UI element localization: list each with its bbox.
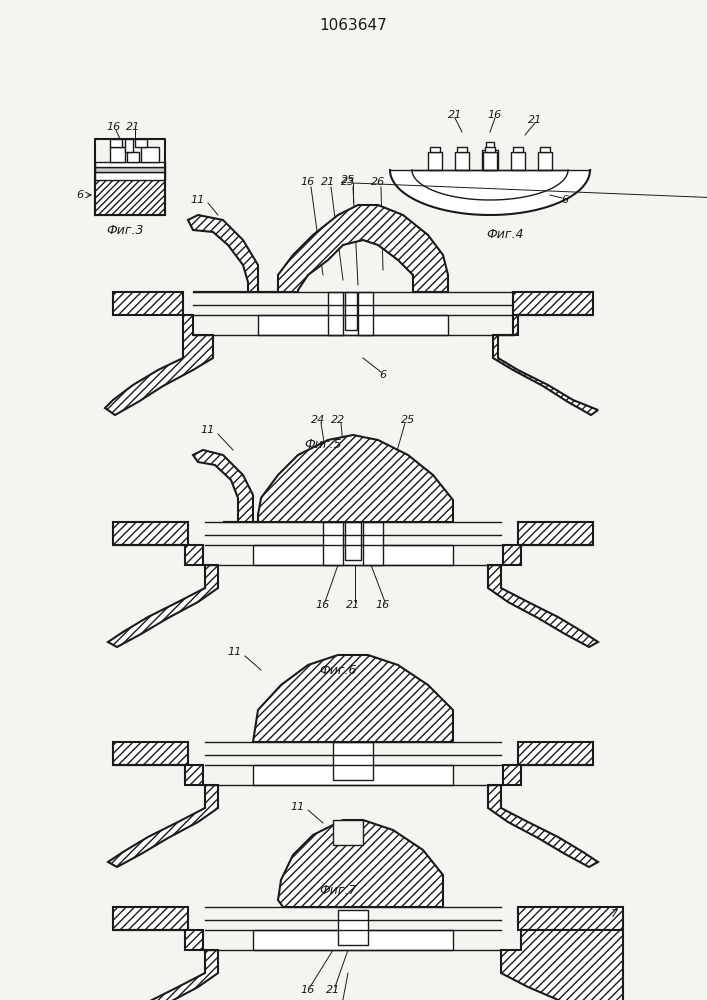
Bar bbox=[455, 152, 469, 170]
Bar bbox=[125, 139, 133, 152]
Text: 24: 24 bbox=[311, 415, 325, 425]
Text: 6: 6 bbox=[561, 195, 568, 205]
Bar bbox=[428, 152, 442, 170]
Text: Фиг.6: Фиг.6 bbox=[320, 664, 357, 676]
Polygon shape bbox=[253, 435, 453, 522]
Text: 25: 25 bbox=[401, 415, 415, 425]
Polygon shape bbox=[488, 765, 598, 867]
Text: Фиг.4: Фиг.4 bbox=[486, 229, 524, 241]
Text: 16: 16 bbox=[376, 600, 390, 610]
Bar bbox=[358, 292, 373, 335]
Bar bbox=[110, 139, 122, 147]
Polygon shape bbox=[493, 315, 598, 415]
Bar bbox=[328, 292, 343, 335]
Text: 26: 26 bbox=[371, 177, 385, 187]
Bar bbox=[430, 147, 440, 152]
Bar bbox=[333, 742, 373, 780]
Polygon shape bbox=[518, 742, 593, 765]
Bar bbox=[323, 522, 343, 565]
Polygon shape bbox=[113, 742, 188, 765]
Polygon shape bbox=[193, 450, 253, 522]
Text: 7: 7 bbox=[611, 909, 618, 919]
Bar bbox=[538, 152, 552, 170]
Bar bbox=[363, 522, 383, 565]
Polygon shape bbox=[390, 170, 590, 215]
Text: 1063647: 1063647 bbox=[319, 17, 387, 32]
Text: 11: 11 bbox=[228, 647, 242, 657]
Polygon shape bbox=[501, 930, 623, 1000]
Bar bbox=[345, 522, 361, 560]
Polygon shape bbox=[518, 907, 623, 930]
Text: 16: 16 bbox=[301, 985, 315, 995]
Bar bbox=[253, 545, 453, 565]
Bar bbox=[141, 147, 159, 162]
Polygon shape bbox=[108, 765, 218, 867]
Polygon shape bbox=[95, 180, 165, 215]
Polygon shape bbox=[188, 215, 258, 292]
Polygon shape bbox=[518, 522, 593, 545]
Bar bbox=[127, 152, 139, 162]
Bar bbox=[457, 147, 467, 152]
Bar bbox=[483, 152, 497, 170]
Text: 11: 11 bbox=[191, 195, 205, 205]
Text: 25: 25 bbox=[341, 175, 355, 185]
Text: Фиг.3: Фиг.3 bbox=[106, 224, 144, 236]
Polygon shape bbox=[253, 655, 453, 742]
Text: 6: 6 bbox=[380, 370, 387, 380]
Polygon shape bbox=[278, 820, 443, 907]
Text: 21: 21 bbox=[346, 600, 360, 610]
Bar bbox=[95, 162, 165, 167]
Polygon shape bbox=[108, 930, 218, 1000]
Text: 11: 11 bbox=[201, 425, 215, 435]
Text: Фиг.5: Фиг.5 bbox=[304, 438, 341, 452]
Bar bbox=[511, 152, 525, 170]
Bar bbox=[253, 930, 453, 950]
Bar bbox=[95, 167, 165, 172]
Polygon shape bbox=[513, 292, 593, 315]
Bar bbox=[333, 820, 363, 845]
Bar bbox=[485, 147, 495, 152]
Polygon shape bbox=[105, 292, 213, 415]
Bar bbox=[513, 147, 523, 152]
Bar bbox=[258, 315, 448, 335]
Bar bbox=[95, 172, 165, 180]
Bar bbox=[540, 147, 550, 152]
Polygon shape bbox=[113, 907, 188, 930]
Bar bbox=[338, 910, 368, 945]
Polygon shape bbox=[108, 545, 218, 647]
Bar bbox=[253, 765, 453, 785]
Text: 21: 21 bbox=[528, 115, 542, 125]
Text: 22: 22 bbox=[331, 415, 345, 425]
Bar bbox=[486, 142, 494, 150]
Text: 16: 16 bbox=[488, 110, 502, 120]
Text: 16: 16 bbox=[316, 600, 330, 610]
Text: 21: 21 bbox=[326, 985, 340, 995]
Text: 11: 11 bbox=[291, 802, 305, 812]
Text: Фиг.7: Фиг.7 bbox=[320, 884, 357, 896]
Text: 21: 21 bbox=[448, 110, 462, 120]
Bar bbox=[482, 150, 498, 170]
Polygon shape bbox=[113, 522, 188, 545]
Text: 6: 6 bbox=[76, 190, 83, 200]
Polygon shape bbox=[258, 205, 448, 292]
Bar bbox=[135, 139, 147, 147]
Text: 21: 21 bbox=[321, 177, 335, 187]
Text: 16: 16 bbox=[107, 122, 121, 132]
Polygon shape bbox=[488, 545, 598, 647]
Bar bbox=[110, 147, 125, 162]
Bar bbox=[345, 292, 357, 330]
Text: 16: 16 bbox=[301, 177, 315, 187]
Text: 23: 23 bbox=[341, 177, 355, 187]
Text: 21: 21 bbox=[126, 122, 140, 132]
